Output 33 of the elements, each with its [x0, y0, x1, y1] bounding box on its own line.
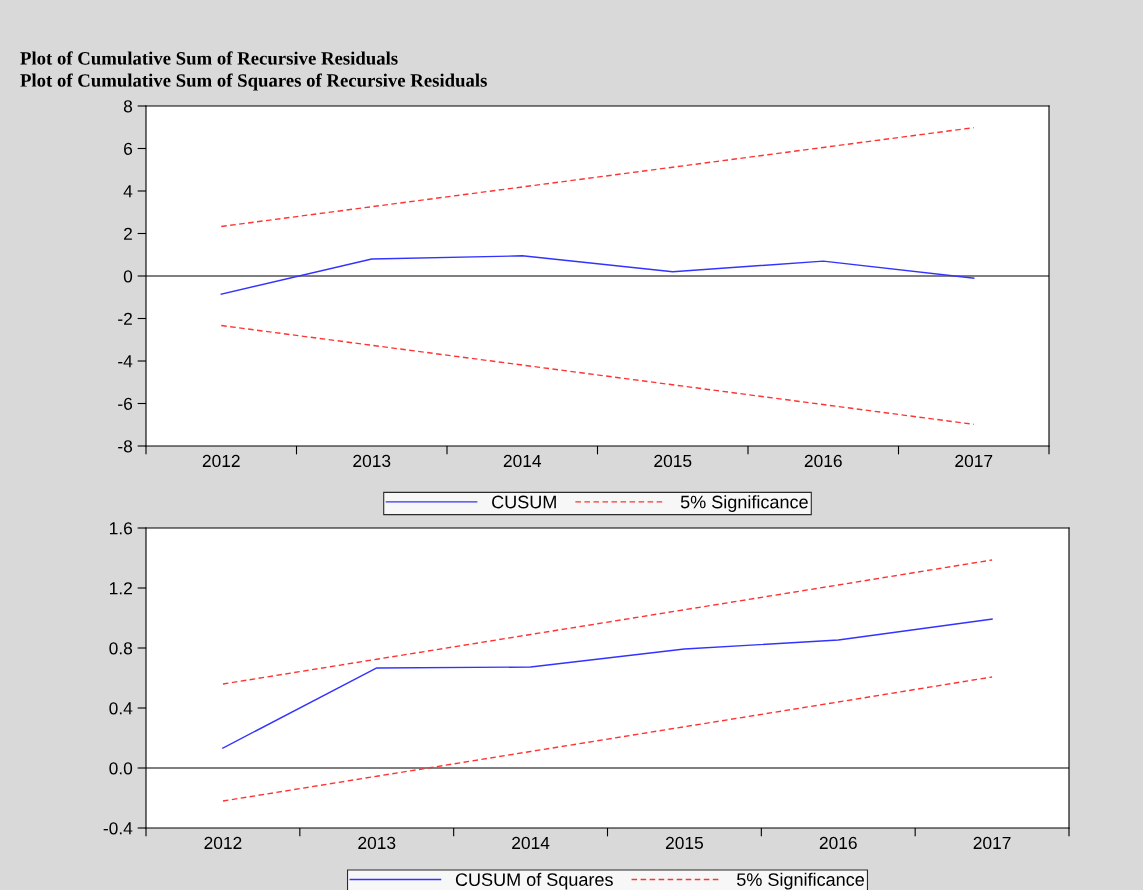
x-tick-label: 2014	[503, 454, 542, 468]
chart-title: Plot of Cumulative Sum of Recursive Residuals	[20, 51, 398, 65]
x-tick-label: 2017	[973, 836, 1011, 850]
y-tick-label: -2	[118, 312, 132, 325]
y-tick-label: 8	[123, 100, 133, 113]
x-tick-label: 2012	[202, 454, 240, 468]
x-tick-label: 2016	[804, 454, 842, 468]
y-tick-label: -8	[118, 440, 133, 453]
x-tick-label: 2012	[204, 836, 242, 850]
legend-label: 5% Significance	[737, 872, 864, 890]
y-tick-label: 6	[124, 142, 133, 155]
legend-label: CUSUM	[492, 495, 556, 509]
y-tick-label: -0.4	[103, 822, 133, 835]
y-tick-label: 4	[123, 185, 133, 198]
y-tick-label: 1.2	[110, 582, 132, 595]
x-tick-label: 2014	[512, 836, 550, 850]
y-tick-label: 2	[124, 227, 132, 240]
x-tick-label: 2017	[955, 454, 993, 468]
y-tick-label: -6	[118, 397, 133, 410]
y-tick-label: 0.4	[109, 702, 133, 715]
legend-label: 5% Significance	[680, 495, 808, 512]
y-tick-label: 1.6	[110, 522, 133, 535]
y-tick-label: 0.0	[109, 762, 133, 775]
x-tick-label: 2015	[654, 454, 692, 468]
chart-subtitle: Plot of Cumulative Sum of Squares of Recursive Residuals	[20, 73, 487, 91]
y-tick-label: 0.8	[109, 642, 133, 655]
x-tick-label: 2013	[353, 454, 391, 468]
y-tick-label: -4	[118, 355, 133, 368]
x-tick-label: 2016	[819, 836, 857, 850]
x-tick-label: 2015	[665, 836, 703, 850]
x-tick-label: 2013	[358, 836, 396, 850]
y-tick-label: 0	[123, 270, 133, 283]
legend-label: CUSUM of Squares	[455, 872, 613, 890]
